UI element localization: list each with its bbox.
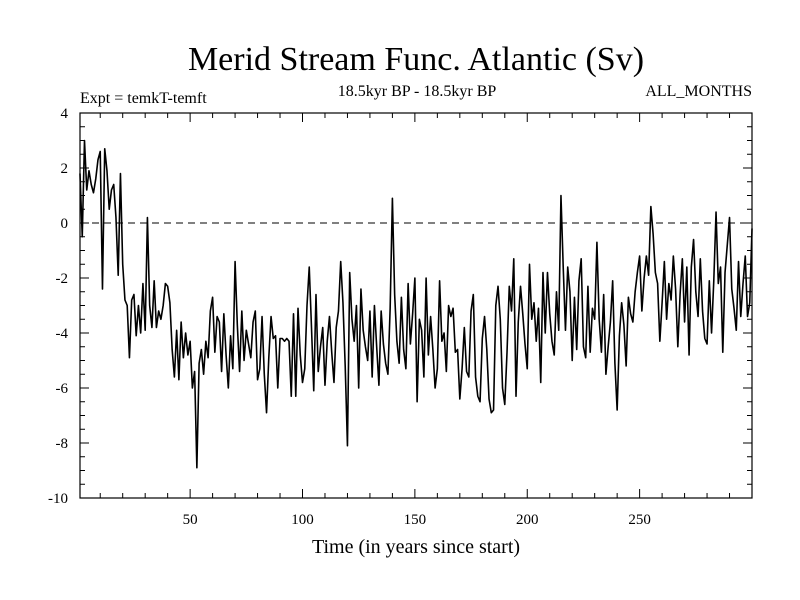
x-tick-label: 150 xyxy=(404,512,427,528)
y-tick-label: -8 xyxy=(56,436,69,452)
plot-area xyxy=(79,139,753,469)
x-axis-label: Time (in years since start) xyxy=(312,536,520,558)
chart-title: Merid Stream Func. Atlantic (Sv) xyxy=(188,41,644,78)
y-tick-label: -4 xyxy=(56,326,69,342)
y-tick-label: -6 xyxy=(56,381,69,397)
x-tick-label: 200 xyxy=(516,512,539,528)
experiment-label: Expt = temkT-temft xyxy=(80,90,207,107)
period-label: 18.5kyr BP - 18.5kyr BP xyxy=(338,83,497,100)
x-tick-label: 100 xyxy=(291,512,314,528)
y-tick-label: 4 xyxy=(61,106,69,122)
x-axis: 50 100 150 200 250 xyxy=(99,113,753,528)
months-label: ALL_MONTHS xyxy=(645,83,752,100)
series-line-0 xyxy=(79,139,753,469)
x-tick-label: 50 xyxy=(183,512,198,528)
y-axis: -10 -8 -6 -4 -2 0 2 4 xyxy=(48,106,752,507)
y-tick-label: -2 xyxy=(56,271,69,287)
x-tick-label: 250 xyxy=(628,512,651,528)
y-tick-label: 0 xyxy=(61,216,69,232)
y-tick-label: -10 xyxy=(48,491,68,507)
y-tick-label: 2 xyxy=(61,161,69,177)
